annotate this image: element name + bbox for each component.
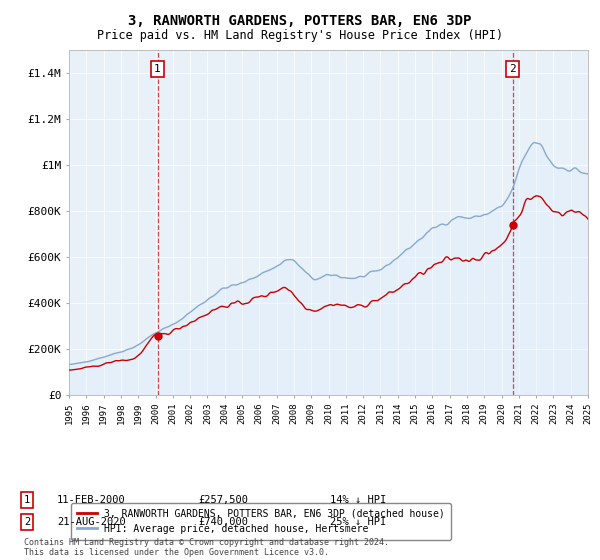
Text: 21-AUG-2020: 21-AUG-2020: [57, 517, 126, 527]
Text: 2: 2: [509, 64, 516, 74]
Text: 3, RANWORTH GARDENS, POTTERS BAR, EN6 3DP: 3, RANWORTH GARDENS, POTTERS BAR, EN6 3D…: [128, 14, 472, 28]
Text: 25% ↓ HPI: 25% ↓ HPI: [330, 517, 386, 527]
Text: 1: 1: [24, 495, 30, 505]
Legend: 3, RANWORTH GARDENS, POTTERS BAR, EN6 3DP (detached house), HPI: Average price, : 3, RANWORTH GARDENS, POTTERS BAR, EN6 3D…: [71, 503, 451, 539]
Text: Contains HM Land Registry data © Crown copyright and database right 2024.
This d: Contains HM Land Registry data © Crown c…: [24, 538, 389, 557]
Text: 14% ↓ HPI: 14% ↓ HPI: [330, 495, 386, 505]
Text: 2: 2: [24, 517, 30, 527]
Text: 1: 1: [154, 64, 161, 74]
Text: £257,500: £257,500: [198, 495, 248, 505]
Text: Price paid vs. HM Land Registry's House Price Index (HPI): Price paid vs. HM Land Registry's House …: [97, 29, 503, 42]
Text: 11-FEB-2000: 11-FEB-2000: [57, 495, 126, 505]
Text: £740,000: £740,000: [198, 517, 248, 527]
